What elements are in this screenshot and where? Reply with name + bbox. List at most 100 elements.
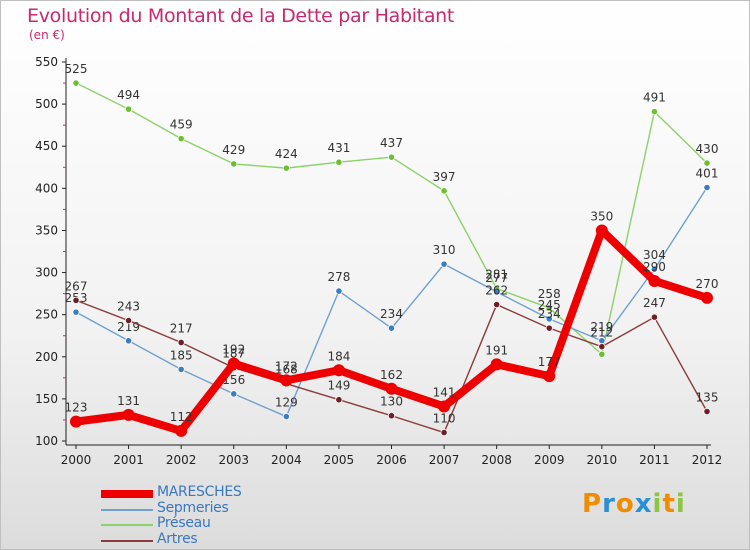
data-point xyxy=(493,288,501,296)
data-label: 191 xyxy=(485,343,508,357)
data-point xyxy=(230,160,238,168)
data-label: 290 xyxy=(643,260,666,274)
data-point xyxy=(440,260,448,268)
x-tick-label: 2005 xyxy=(324,453,355,467)
x-tick-label: 2002 xyxy=(166,453,197,467)
legend-swatch xyxy=(101,539,153,542)
data-label: 112 xyxy=(170,410,193,424)
data-point xyxy=(177,365,185,374)
data-label: 131 xyxy=(117,394,140,408)
data-point xyxy=(335,287,343,295)
x-tick-label: 2008 xyxy=(481,453,512,467)
legend-label: Préseau xyxy=(157,515,211,531)
data-point xyxy=(124,337,133,345)
data-point xyxy=(335,396,343,404)
data-label: 310 xyxy=(433,243,456,257)
data-point xyxy=(177,135,185,143)
data-point xyxy=(703,183,711,192)
data-label: 459 xyxy=(170,118,193,132)
data-point xyxy=(545,324,553,332)
data-label: 437 xyxy=(380,136,403,150)
logo-letter: i xyxy=(675,489,686,519)
data-label: 267 xyxy=(65,279,88,293)
data-label: 270 xyxy=(696,277,719,291)
y-tick-label: 450 xyxy=(35,139,58,153)
data-point xyxy=(387,324,396,332)
data-point xyxy=(387,153,396,161)
data-point xyxy=(332,364,345,377)
data-point xyxy=(595,224,608,237)
unit-label: (en €) xyxy=(29,28,65,42)
y-tick-label: 500 xyxy=(35,97,58,111)
x-tick-label: 2000 xyxy=(61,453,92,467)
data-point xyxy=(177,338,185,347)
data-point xyxy=(545,304,553,312)
legend-swatch xyxy=(101,508,153,511)
logo-letter: P xyxy=(582,489,603,519)
data-point xyxy=(175,424,188,437)
y-tick-label: 250 xyxy=(35,308,58,322)
data-label: 162 xyxy=(380,368,403,382)
logo-letter: o xyxy=(615,489,635,519)
data-label: 110 xyxy=(433,412,456,426)
data-point xyxy=(650,313,659,321)
data-label: 494 xyxy=(117,88,140,102)
logo-letter: r xyxy=(602,489,616,519)
proxiti-logo: Proxiti xyxy=(582,489,686,519)
data-point xyxy=(124,105,133,113)
data-label: 184 xyxy=(327,349,350,363)
x-tick-label: 2010 xyxy=(587,453,618,467)
data-label: 258 xyxy=(538,287,561,301)
data-label: 234 xyxy=(538,307,561,321)
logo-letter: i xyxy=(652,489,663,519)
data-point xyxy=(230,390,238,398)
y-tick-label: 550 xyxy=(35,55,58,69)
legend-label: Sepmeries xyxy=(157,499,229,516)
legend-label: Artres xyxy=(157,530,198,547)
data-label: 243 xyxy=(117,300,140,314)
data-point xyxy=(385,382,398,395)
data-point xyxy=(122,408,135,421)
data-label: 278 xyxy=(327,270,350,284)
data-point xyxy=(282,164,290,172)
y-tick-label: 100 xyxy=(35,434,58,448)
data-label: 525 xyxy=(65,62,88,76)
data-point xyxy=(440,428,448,437)
data-label: 234 xyxy=(380,307,403,321)
data-label: 247 xyxy=(643,296,666,310)
data-point xyxy=(703,159,711,167)
data-point xyxy=(72,308,80,316)
data-label: 245 xyxy=(538,298,561,312)
data-point xyxy=(124,316,133,325)
data-point xyxy=(545,315,553,323)
x-tick-label: 2003 xyxy=(218,453,249,467)
data-label: 192 xyxy=(222,343,245,357)
data-label: 262 xyxy=(485,284,508,298)
data-point xyxy=(335,158,343,166)
data-point xyxy=(701,291,713,304)
data-point xyxy=(227,357,240,370)
data-point xyxy=(598,350,606,358)
legend-label: MARESCHES xyxy=(157,484,242,500)
data-label: 187 xyxy=(222,347,245,361)
y-tick-label: 150 xyxy=(35,392,58,406)
data-point xyxy=(70,415,82,428)
data-label: 172 xyxy=(275,359,298,373)
data-label: 350 xyxy=(590,209,613,223)
data-label: 219 xyxy=(590,320,613,334)
data-label: 397 xyxy=(433,170,456,184)
data-label: 431 xyxy=(327,141,350,155)
x-tick-label: 2006 xyxy=(376,453,407,467)
data-point xyxy=(72,296,80,304)
data-label: 168 xyxy=(275,363,298,377)
data-label: 212 xyxy=(590,326,613,340)
data-point xyxy=(280,374,293,387)
data-point xyxy=(648,274,661,287)
data-label: 217 xyxy=(170,321,193,335)
data-label: 491 xyxy=(643,91,666,105)
data-label: 185 xyxy=(170,348,193,362)
data-label: 130 xyxy=(380,395,403,409)
data-point xyxy=(650,265,659,273)
data-point xyxy=(543,370,556,383)
